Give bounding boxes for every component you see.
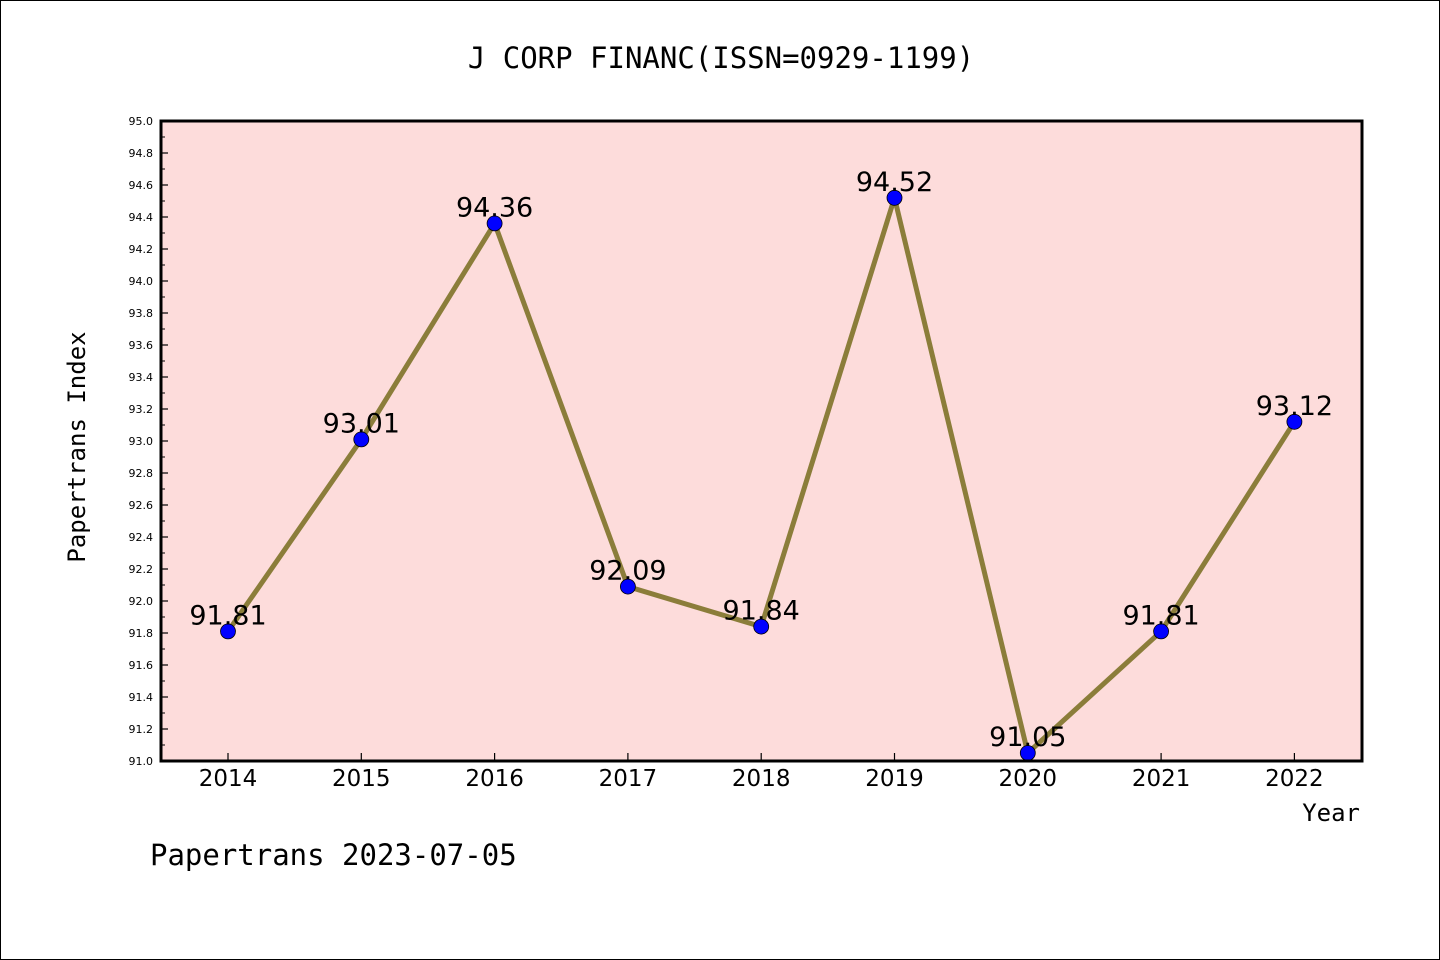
- x-tick-label: 2022: [1265, 766, 1324, 792]
- y-tick-label: 94.8: [129, 147, 154, 160]
- data-label: 91.05: [989, 722, 1066, 753]
- chart-title: J CORP FINANC(ISSN=0929-1199): [468, 41, 974, 75]
- data-point: [620, 578, 636, 595]
- y-tick-label: 92.4: [129, 531, 154, 544]
- data-point: [1286, 413, 1303, 430]
- x-axis: 2014 2015 2016 2017 2018 2019 2020 2021 2022: [199, 753, 1324, 792]
- data-label: 94.52: [856, 167, 933, 198]
- y-tick-label: 91.0: [129, 755, 154, 768]
- data-label: 93.12: [1256, 391, 1333, 422]
- y-tick-label: 94.2: [129, 243, 154, 256]
- y-tick-label: 95.0: [129, 115, 154, 128]
- data-point: [1153, 623, 1169, 640]
- data-label: 91.81: [1122, 600, 1199, 631]
- data-point: [353, 431, 370, 448]
- data-labels: 91.81 93.01 94.36 92.09 91.84 94.52 91.05 91.81…: [189, 167, 1333, 753]
- data-label: 91.81: [189, 600, 266, 631]
- y-tick-label: 91.2: [129, 723, 154, 736]
- y-tick-label: 92.0: [129, 595, 154, 608]
- x-tick-label: 2019: [865, 766, 924, 792]
- plot-border: [159, 119, 1364, 763]
- x-tick-label: 2020: [999, 766, 1058, 792]
- data-point: [886, 189, 903, 206]
- data-label: 92.09: [589, 556, 666, 587]
- y-tick-label: 94.6: [129, 179, 154, 192]
- y-axis-label: Papertrans Index: [63, 331, 91, 562]
- plot-area: [161, 121, 1362, 761]
- y-tick-label: 91.6: [129, 659, 154, 672]
- y-axis: 91.0 91.2 91.4 91.6 91.8 92.0 92.2 92.4 92.6 92.8…: [129, 115, 168, 768]
- y-tick-label: 91.8: [129, 627, 154, 640]
- y-tick-label: 94.4: [129, 211, 154, 224]
- x-tick-label: 2017: [599, 766, 658, 792]
- y-tick-label: 93.4: [129, 371, 154, 384]
- y-tick-label: 94.0: [129, 275, 154, 288]
- y-tick-label: 93.8: [129, 307, 154, 320]
- data-label: 91.84: [723, 596, 800, 627]
- y-tick-label: 93.2: [129, 403, 154, 416]
- y-tick-label: 92.6: [129, 499, 154, 512]
- data-label: 94.36: [456, 192, 533, 223]
- y-tick-label: 93.0: [129, 435, 154, 448]
- x-tick-label: 2016: [465, 766, 524, 792]
- series-markers: [220, 189, 1303, 761]
- data-label: 93.01: [323, 408, 400, 439]
- footer-date: Papertrans 2023-07-05: [150, 838, 517, 872]
- x-axis-label: Year: [1302, 799, 1360, 827]
- y-tick-label: 91.4: [129, 691, 154, 704]
- x-tick-label: 2021: [1132, 766, 1191, 792]
- y-tick-label: 93.6: [129, 339, 154, 352]
- y-tick-label: 92.2: [129, 563, 154, 576]
- data-point: [220, 623, 236, 640]
- x-tick-label: 2015: [332, 766, 391, 792]
- data-point: [486, 215, 503, 232]
- y-tick-label: 92.8: [129, 467, 154, 480]
- x-tick-label: 2014: [199, 766, 258, 792]
- data-point: [753, 618, 770, 635]
- x-tick-label: 2018: [732, 766, 791, 792]
